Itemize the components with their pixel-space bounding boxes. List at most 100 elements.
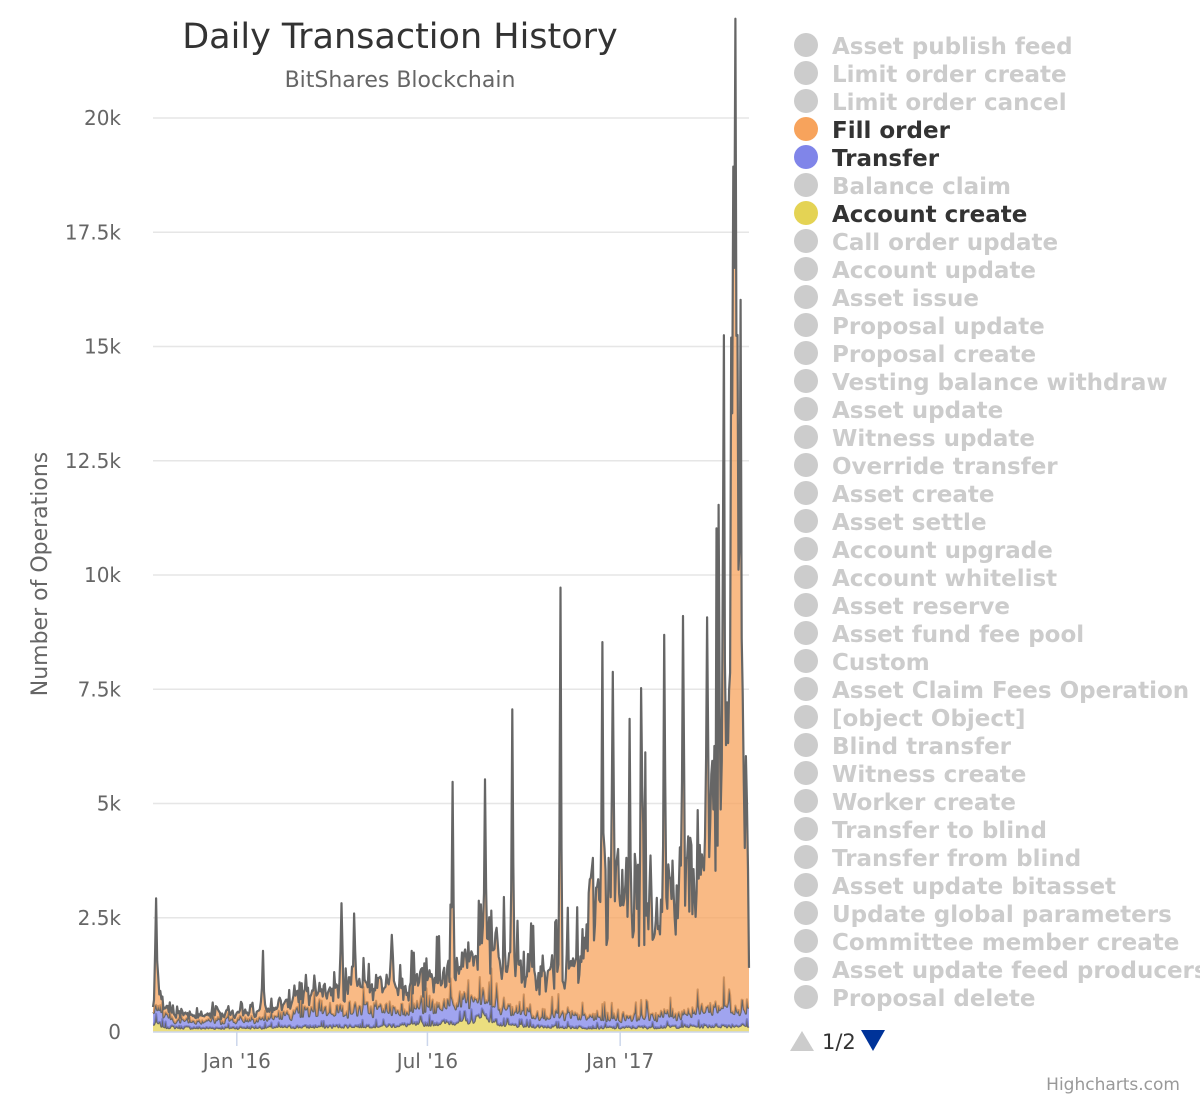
legend-marker: [794, 257, 818, 281]
y-tick-label: 20k: [84, 106, 121, 130]
legend-marker: [794, 61, 818, 85]
x-tick-label: Jan '16: [201, 1049, 271, 1073]
legend-item-override-transfer[interactable]: Override transfer: [794, 453, 1058, 480]
chart-title: Daily Transaction History: [182, 17, 618, 57]
legend-item-object-object[interactable]: [object Object]: [794, 705, 1026, 732]
legend-item-asset-settle[interactable]: Asset settle: [794, 509, 987, 536]
legend-label: Update global parameters: [832, 902, 1172, 928]
legend-marker: [794, 957, 818, 981]
legend-label: Blind transfer: [832, 734, 1012, 760]
legend-marker: [794, 677, 818, 701]
legend-label: Account upgrade: [832, 538, 1053, 564]
legend-item-proposal-delete[interactable]: Proposal delete: [794, 985, 1036, 1012]
legend-marker: [794, 33, 818, 57]
legend-marker: [794, 145, 818, 169]
legend-item-committee-member-create[interactable]: Committee member create: [794, 929, 1179, 956]
legend-item-asset-claim-fees-operation[interactable]: Asset Claim Fees Operation: [794, 677, 1189, 704]
legend-item-custom[interactable]: Custom: [794, 649, 930, 676]
legend-item-transfer-from-blind[interactable]: Transfer from blind: [794, 845, 1081, 872]
triangle-down-icon[interactable]: [861, 1030, 885, 1051]
legend-item-balance-claim[interactable]: Balance claim: [794, 173, 1011, 200]
legend-label: Proposal update: [832, 314, 1045, 340]
legend-item-vesting-balance-withdraw[interactable]: Vesting balance withdraw: [794, 369, 1168, 396]
legend-marker: [794, 369, 818, 393]
legend-item-asset-issue[interactable]: Asset issue: [794, 285, 979, 312]
legend-marker: [794, 509, 818, 533]
y-tick-label: 5k: [97, 792, 122, 816]
y-tick-label: 7.5k: [78, 677, 122, 701]
legend-pager: 1/2: [790, 1030, 885, 1054]
area-fill-order: [153, 18, 749, 1024]
legend-marker: [794, 901, 818, 925]
legend-item-limit-order-cancel[interactable]: Limit order cancel: [794, 89, 1067, 116]
legend-label: Asset issue: [832, 286, 979, 312]
triangle-up-icon[interactable]: [790, 1031, 814, 1051]
legend-label: Asset create: [832, 482, 994, 508]
credits-link[interactable]: Highcharts.com: [1046, 1075, 1180, 1095]
legend-marker: [794, 285, 818, 309]
legend-label: Account create: [832, 202, 1027, 228]
legend-label: Proposal delete: [832, 986, 1036, 1012]
legend-item-fill-order[interactable]: Fill order: [794, 117, 951, 144]
legend-item-asset-create[interactable]: Asset create: [794, 481, 994, 508]
legend-label: Asset reserve: [832, 594, 1010, 620]
legend-item-transfer-to-blind[interactable]: Transfer to blind: [794, 817, 1047, 844]
legend-label: Asset publish feed: [832, 34, 1073, 60]
legend-marker: [794, 89, 818, 113]
x-tick-label: Jan '17: [584, 1049, 654, 1073]
y-gridlines: [153, 117, 749, 919]
y-tick-label: 15k: [84, 335, 121, 359]
legend-label: Asset update feed producers: [832, 958, 1200, 984]
legend-item-proposal-update[interactable]: Proposal update: [794, 313, 1045, 340]
legend-label: Balance claim: [832, 174, 1011, 200]
legend-item-asset-reserve[interactable]: Asset reserve: [794, 593, 1010, 620]
legend-item-account-upgrade[interactable]: Account upgrade: [794, 537, 1053, 564]
legend-label: Limit order cancel: [832, 90, 1067, 116]
legend-marker: [794, 817, 818, 841]
series-areas: [151, 17, 751, 1032]
legend-item-account-update[interactable]: Account update: [794, 257, 1036, 284]
legend-item-witness-create[interactable]: Witness create: [794, 761, 1026, 788]
legend-marker: [794, 397, 818, 421]
legend-item-asset-update-feed-producers[interactable]: Asset update feed producers: [794, 957, 1200, 984]
legend-label: Vesting balance withdraw: [832, 370, 1168, 396]
legend-item-call-order-update[interactable]: Call order update: [794, 229, 1058, 256]
legend-item-blind-transfer[interactable]: Blind transfer: [794, 733, 1012, 760]
legend-label: Call order update: [832, 230, 1058, 256]
legend-item-account-whitelist[interactable]: Account whitelist: [794, 565, 1057, 592]
legend-item-transfer[interactable]: Transfer: [794, 145, 940, 172]
legend-marker: [794, 733, 818, 757]
legend-marker: [794, 761, 818, 785]
legend-label: Worker create: [832, 790, 1016, 816]
legend-item-asset-update[interactable]: Asset update: [794, 397, 1003, 424]
legend-marker: [794, 593, 818, 617]
y-tick-label: 10k: [84, 563, 121, 587]
legend-label: [object Object]: [832, 706, 1026, 732]
legend-item-asset-update-bitasset[interactable]: Asset update bitasset: [794, 873, 1116, 900]
legend-item-limit-order-create[interactable]: Limit order create: [794, 61, 1067, 88]
legend-marker: [794, 565, 818, 589]
y-tick-label: 0: [108, 1020, 121, 1044]
legend-pager-text: 1/2: [822, 1030, 856, 1054]
line-fill-order: [151, 17, 751, 1021]
legend-item-account-create[interactable]: Account create: [794, 201, 1027, 228]
legend-label: Override transfer: [832, 454, 1058, 480]
chart-subtitle: BitShares Blockchain: [285, 68, 516, 93]
legend-item-asset-publish-feed[interactable]: Asset publish feed: [794, 33, 1073, 60]
legend-item-update-global-parameters[interactable]: Update global parameters: [794, 901, 1172, 928]
legend-label: Custom: [832, 650, 930, 676]
legend-label: Transfer to blind: [832, 818, 1047, 844]
legend-item-witness-update[interactable]: Witness update: [794, 425, 1035, 452]
legend-label: Asset Claim Fees Operation: [832, 678, 1189, 704]
y-tick-label: 17.5k: [65, 220, 122, 244]
legend-marker: [794, 201, 818, 225]
legend-label: Witness create: [832, 762, 1026, 788]
legend-label: Transfer from blind: [832, 846, 1081, 872]
legend-item-proposal-create[interactable]: Proposal create: [794, 341, 1036, 368]
legend-marker: [794, 229, 818, 253]
legend-item-worker-create[interactable]: Worker create: [794, 789, 1016, 816]
legend-item-asset-fund-fee-pool[interactable]: Asset fund fee pool: [794, 621, 1084, 648]
legend-label: Asset update: [832, 398, 1003, 424]
